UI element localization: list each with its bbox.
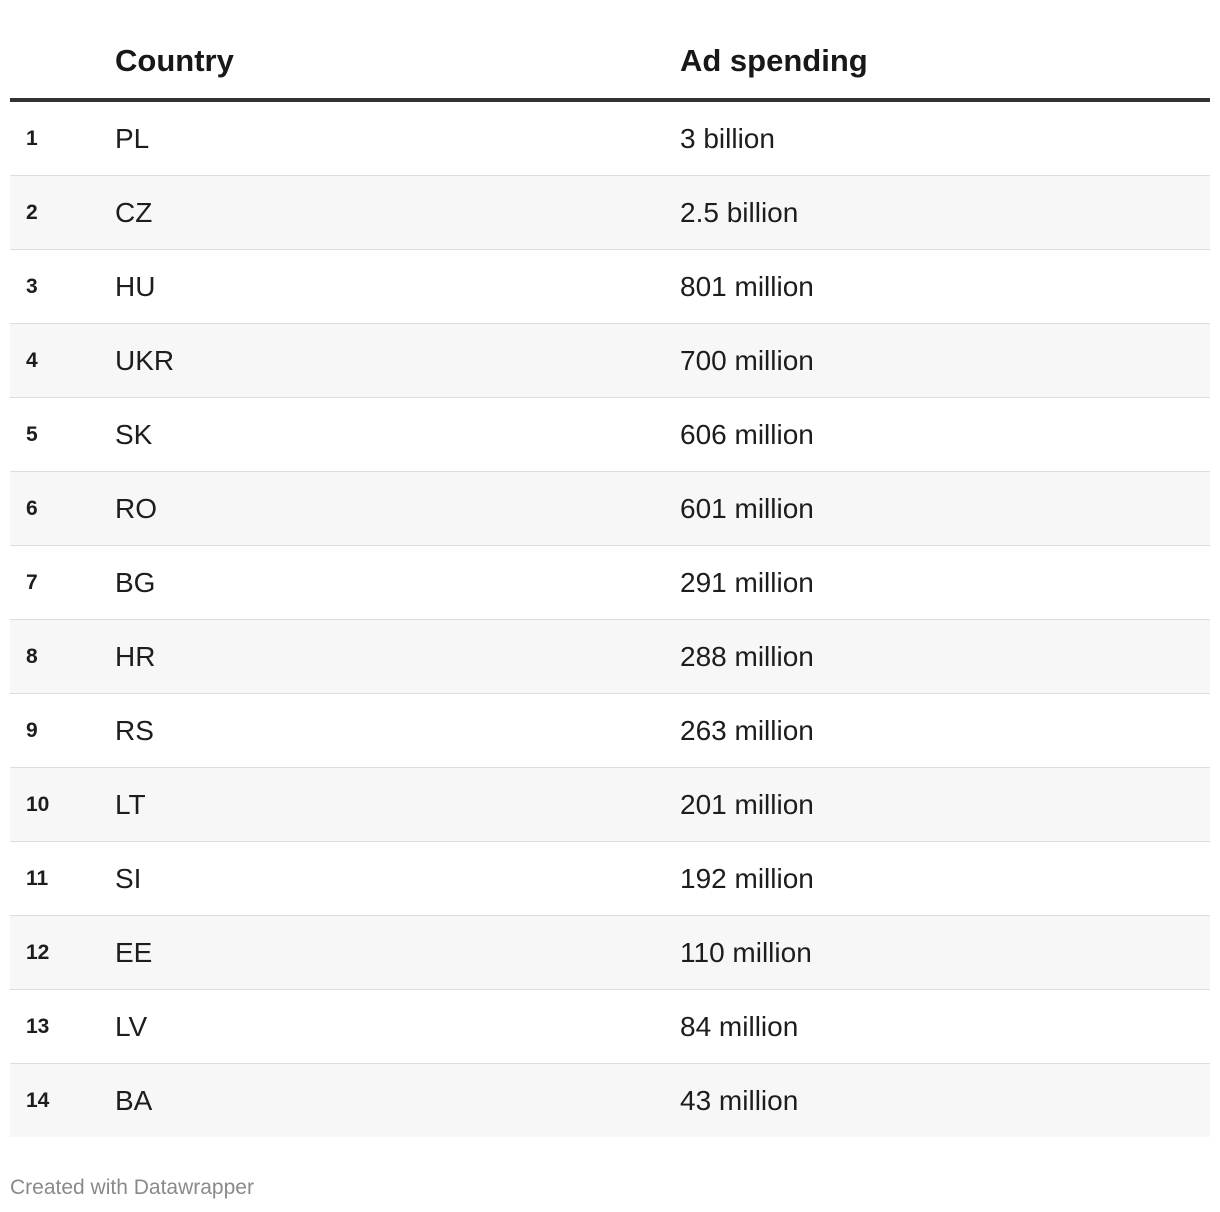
table-header: Country Ad spending — [10, 24, 1210, 102]
ad-spending-cell: 110 million — [680, 915, 1210, 990]
rank-cell: 3 — [10, 249, 115, 324]
table-body: 1 PL 3 billion 2 CZ 2.5 billion 3 HU 801 million… — [10, 100, 1210, 1137]
table-row: 8 HR 288 million — [10, 619, 1210, 694]
table-row: 10 LT 201 million — [10, 767, 1210, 842]
country-cell: CZ — [115, 175, 680, 250]
country-cell: PL — [115, 100, 680, 176]
country-cell: UKR — [115, 323, 680, 398]
country-cell: HU — [115, 249, 680, 324]
footer-credit: Created with Datawrapper — [10, 1176, 254, 1199]
country-cell: SK — [115, 397, 680, 472]
ad-spending-cell: 801 million — [680, 249, 1210, 324]
table-row: 3 HU 801 million — [10, 249, 1210, 324]
ad-spending-cell: 700 million — [680, 323, 1210, 398]
rank-cell: 1 — [10, 100, 115, 176]
table-row: 12 EE 110 million — [10, 915, 1210, 990]
ad-spending-cell: 3 billion — [680, 100, 1210, 176]
rank-cell: 7 — [10, 545, 115, 620]
country-cell: RO — [115, 471, 680, 546]
rank-cell: 10 — [10, 767, 115, 842]
data-table-container: Country Ad spending 1 PL 3 billion 2 CZ 2.5 b… — [10, 24, 1210, 1137]
header-ad-spending: Ad spending — [680, 24, 1210, 102]
table-row: 11 SI 192 million — [10, 841, 1210, 916]
ad-spending-cell: 606 million — [680, 397, 1210, 472]
ad-spending-cell: 288 million — [680, 619, 1210, 694]
country-cell: BG — [115, 545, 680, 620]
table-row: 14 BA 43 million — [10, 1063, 1210, 1137]
rank-cell: 8 — [10, 619, 115, 694]
ad-spending-cell: 2.5 billion — [680, 175, 1210, 250]
ad-spending-cell: 192 million — [680, 841, 1210, 916]
table-row: 4 UKR 700 million — [10, 323, 1210, 398]
country-cell: BA — [115, 1063, 680, 1137]
rank-cell: 13 — [10, 989, 115, 1064]
table-row: 2 CZ 2.5 billion — [10, 175, 1210, 250]
ad-spending-cell: 263 million — [680, 693, 1210, 768]
table-row: 1 PL 3 billion — [10, 100, 1210, 176]
country-cell: LT — [115, 767, 680, 842]
rank-cell: 14 — [10, 1063, 115, 1137]
table-row: 13 LV 84 million — [10, 989, 1210, 1064]
country-cell: HR — [115, 619, 680, 694]
header-rank — [10, 24, 115, 102]
header-row: Country Ad spending — [10, 24, 1210, 102]
rank-cell: 2 — [10, 175, 115, 250]
rank-cell: 12 — [10, 915, 115, 990]
ad-spending-cell: 201 million — [680, 767, 1210, 842]
header-country: Country — [115, 24, 680, 102]
ad-spending-cell: 291 million — [680, 545, 1210, 620]
rank-cell: 6 — [10, 471, 115, 546]
country-cell: SI — [115, 841, 680, 916]
country-cell: LV — [115, 989, 680, 1064]
rank-cell: 11 — [10, 841, 115, 916]
rank-cell: 4 — [10, 323, 115, 398]
ad-spending-cell: 84 million — [680, 989, 1210, 1064]
country-cell: EE — [115, 915, 680, 990]
country-cell: RS — [115, 693, 680, 768]
rank-cell: 5 — [10, 397, 115, 472]
table-row: 5 SK 606 million — [10, 397, 1210, 472]
table-row: 6 RO 601 million — [10, 471, 1210, 546]
data-table: Country Ad spending 1 PL 3 billion 2 CZ 2.5 b… — [10, 24, 1210, 1137]
table-row: 9 RS 263 million — [10, 693, 1210, 768]
ad-spending-cell: 43 million — [680, 1063, 1210, 1137]
ad-spending-cell: 601 million — [680, 471, 1210, 546]
table-row: 7 BG 291 million — [10, 545, 1210, 620]
rank-cell: 9 — [10, 693, 115, 768]
